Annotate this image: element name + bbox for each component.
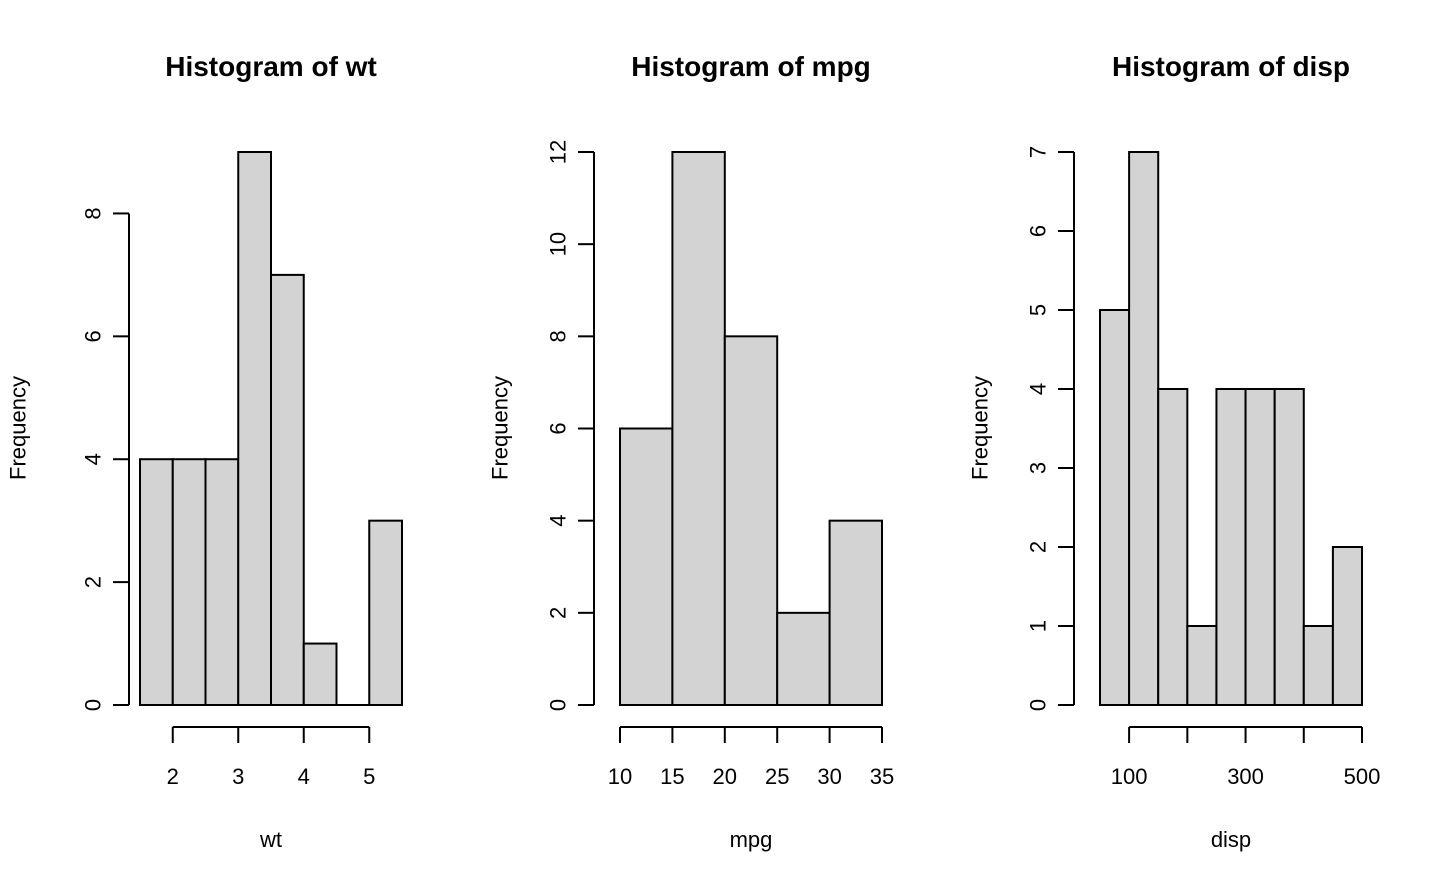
bar-wt-5: [302, 642, 338, 706]
y-tick-label-mpg-5: 10: [546, 232, 571, 256]
x-tick-label-mpg-4: 30: [817, 764, 841, 789]
bar-mpg-4: [828, 519, 883, 707]
y-tick-label-disp-5: 5: [1026, 304, 1051, 316]
x-tick-label-mpg-1: 15: [660, 764, 684, 789]
x-axis-disp: 100 300 500: [1111, 726, 1381, 789]
x-axis-wt: 2 3 4 5: [167, 726, 375, 789]
x-axis-mpg: 10 15 20 25 30 35: [608, 726, 894, 789]
y-axis-label-disp: Frequency: [968, 376, 993, 480]
x-axis-label-wt: wt: [259, 827, 282, 852]
bar-disp-8: [1331, 546, 1364, 706]
y-tick-label-mpg-2: 4: [546, 515, 571, 527]
y-tick-label-disp-0: 0: [1026, 699, 1051, 711]
bar-disp-4: [1215, 388, 1247, 706]
bar-wt-1: [171, 458, 207, 706]
x-tick-label-wt-0: 2: [167, 764, 179, 789]
bar-mpg-3: [776, 611, 831, 706]
y-tick-label-mpg-1: 2: [546, 607, 571, 619]
y-axis-wt: 0 2 4 6 8: [81, 207, 130, 711]
y-tick-label-mpg-6: 12: [546, 140, 571, 164]
x-tick-label-mpg-5: 35: [870, 764, 894, 789]
y-tick-label-disp-3: 3: [1026, 462, 1051, 474]
x-tick-label-mpg-0: 10: [608, 764, 632, 789]
y-tick-label-mpg-0: 0: [546, 699, 571, 711]
y-tick-label-disp-2: 2: [1026, 541, 1051, 553]
bar-disp-1: [1128, 151, 1160, 706]
x-tick-label-wt-2: 4: [298, 764, 310, 789]
bar-disp-5: [1244, 388, 1276, 706]
bar-wt-4: [270, 273, 305, 706]
panel-mpg: Histogram of mpg mpg Frequency 10 15 20 25 3…: [488, 51, 895, 852]
y-tick-label-wt-2: 4: [81, 453, 106, 465]
bar-wt-3: [237, 151, 272, 706]
panel-wt: Histogram of wt wt Frequency 2 3 4 5 0 2 4 6 8: [6, 51, 403, 852]
bar-disp-6: [1273, 388, 1305, 706]
bar-wt-7: [368, 519, 403, 707]
x-tick-label-disp-2: 300: [1227, 764, 1264, 789]
bar-disp-7: [1302, 625, 1334, 706]
bar-wt-0: [139, 458, 174, 706]
y-axis-disp: 0 1 2 3 4 5 6 7: [1026, 146, 1075, 711]
x-tick-label-mpg-3: 25: [765, 764, 789, 789]
y-axis-label-mpg: Frequency: [488, 376, 513, 480]
y-axis-label-wt: Frequency: [6, 376, 31, 480]
bars-wt: [139, 151, 403, 707]
bars-disp: [1099, 151, 1364, 706]
y-tick-label-mpg-3: 6: [546, 422, 571, 434]
y-tick-label-wt-3: 6: [81, 330, 106, 342]
y-tick-label-disp-6: 6: [1026, 225, 1051, 237]
y-axis-mpg: 0 2 4 6 8 10 12: [546, 140, 595, 711]
x-tick-label-wt-1: 3: [232, 764, 244, 789]
x-tick-label-disp-0: 100: [1111, 764, 1148, 789]
y-tick-label-disp-1: 1: [1026, 620, 1051, 632]
y-tick-label-disp-4: 4: [1026, 383, 1051, 395]
y-tick-label-wt-0: 0: [81, 699, 106, 711]
bar-mpg-0: [619, 427, 674, 706]
x-tick-label-wt-3: 5: [363, 764, 375, 789]
x-tick-label-mpg-2: 20: [713, 764, 737, 789]
bars-mpg: [619, 151, 883, 707]
y-tick-label-wt-1: 2: [81, 576, 106, 588]
x-axis-label-mpg: mpg: [730, 827, 773, 852]
bar-mpg-2: [723, 335, 779, 706]
chart-title-mpg: Histogram of mpg: [631, 51, 871, 82]
panel-disp: Histogram of disp disp Frequency 100 300 5…: [968, 51, 1381, 852]
x-tick-label-disp-4: 500: [1344, 764, 1381, 789]
bar-mpg-1: [671, 151, 726, 706]
bar-disp-0: [1099, 309, 1131, 706]
chart-title-wt: Histogram of wt: [165, 51, 377, 82]
x-axis-label-disp: disp: [1211, 827, 1251, 852]
bar-wt-2: [204, 458, 240, 706]
y-tick-label-disp-7: 7: [1026, 146, 1051, 158]
y-tick-label-wt-4: 8: [81, 207, 106, 219]
chart-title-disp: Histogram of disp: [1112, 51, 1350, 82]
y-tick-label-mpg-4: 8: [546, 330, 571, 342]
bar-disp-2: [1157, 388, 1189, 706]
bar-disp-3: [1186, 625, 1218, 706]
